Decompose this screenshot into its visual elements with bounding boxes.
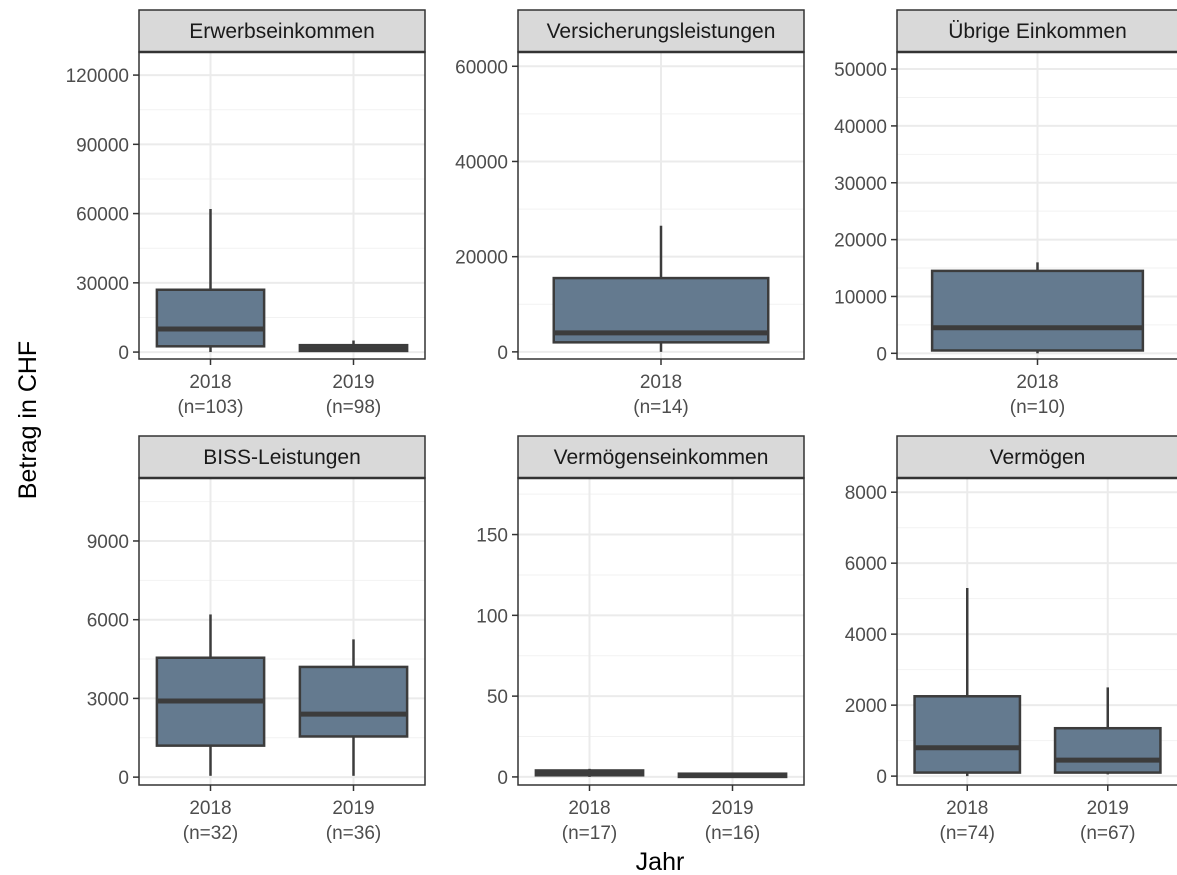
box-body: [930, 269, 1145, 352]
x-count-label: (n=14): [633, 397, 688, 418]
x-count-label: (n=10): [1010, 397, 1065, 418]
panels: Erwerbseinkommen030000600009000012000020…: [66, 9, 1177, 844]
y-tick-label: 0: [118, 343, 129, 364]
box-body: [155, 288, 266, 348]
y-tick-label: 50: [487, 687, 508, 708]
y-tick-label: 6000: [87, 611, 129, 632]
box-2018: [155, 208, 266, 353]
strip-background: [896, 9, 1177, 53]
box-2018: [552, 225, 770, 352]
x-axis-title: Jahr: [636, 848, 685, 875]
strip-background: [517, 9, 805, 53]
y-tick-label: 4000: [845, 625, 887, 646]
y-tick-label: 60000: [455, 57, 508, 78]
box-2018: [155, 614, 266, 776]
y-tick-label: 40000: [455, 152, 508, 173]
y-tick-label: 8000: [845, 483, 887, 504]
y-tick-label: 100: [476, 606, 508, 627]
y-tick-label: 50000: [834, 60, 887, 81]
y-tick-label: 150: [476, 526, 508, 547]
y-tick-label: 30000: [76, 274, 129, 295]
panel-title: Übrige Einkommen: [948, 20, 1127, 43]
x-count-label: (n=17): [562, 823, 617, 844]
y-tick-label: 10000: [834, 287, 887, 308]
y-tick-label: 6000: [845, 554, 887, 575]
x-count-label: (n=16): [705, 823, 760, 844]
facet-panel-2: Versicherungsleistungen 0 20000 40000 60000 2…: [455, 9, 805, 418]
x-tick-label: 2018: [1016, 372, 1058, 393]
x-tick-label: 2018: [946, 798, 988, 819]
x-count-label: (n=103): [177, 397, 243, 418]
box-body: [298, 665, 409, 738]
strip-background: [517, 435, 805, 479]
x-tick-label: 2018: [568, 798, 610, 819]
panel-title: Vermögenseinkommen: [554, 446, 769, 469]
y-tick-label: 2000: [845, 696, 887, 717]
x-count-label: (n=36): [326, 823, 381, 844]
panel-title: Erwerbseinkommen: [189, 20, 375, 43]
facet-panel-1: Erwerbseinkommen 0 30000 60000 90000 120000 20…: [66, 9, 426, 418]
y-tick-label: 9000: [87, 532, 129, 553]
box-body: [913, 695, 1022, 774]
y-tick-label: 0: [876, 767, 887, 788]
box-2019: [1053, 687, 1162, 775]
x-tick-label: 2019: [711, 798, 753, 819]
y-tick-label: 20000: [455, 248, 508, 269]
strip-background: [138, 9, 426, 53]
y-tick-label: 0: [876, 344, 887, 365]
box-2019: [298, 639, 409, 776]
facet-panel-3: Übrige Einkommen 0 10000 20000 30000 40000 500…: [834, 9, 1177, 418]
x-count-label: (n=32): [183, 823, 238, 844]
x-tick-label: 2019: [332, 372, 374, 393]
x-tick-label: 2018: [640, 372, 682, 393]
y-tick-label: 0: [118, 768, 129, 789]
y-tick-label: 0: [497, 343, 508, 364]
y-tick-label: 40000: [834, 117, 887, 138]
panel-title: BISS-Leistungen: [203, 446, 361, 469]
plot-background: [518, 478, 804, 785]
x-tick-label: 2019: [332, 798, 374, 819]
box-2018: [534, 768, 645, 777]
y-axis-title: Betrag in CHF: [14, 341, 42, 499]
x-tick-label: 2018: [189, 372, 231, 393]
x-count-label: (n=98): [326, 397, 381, 418]
box-body: [1053, 726, 1162, 774]
y-tick-label: 30000: [834, 174, 887, 195]
box-2019: [298, 340, 409, 353]
facet-panel-5: Vermögenseinkommen 0 50 100 150 2018 (n=17) 201…: [476, 435, 805, 844]
panel-title: Versicherungsleistungen: [547, 20, 776, 43]
x-tick-label: 2019: [1087, 798, 1129, 819]
facet-panel-6: Vermögen 0 2000 4000 6000 8000 2018 (n=74) 2019 (…: [845, 435, 1177, 844]
panel-title: Vermögen: [990, 446, 1086, 469]
y-tick-label: 3000: [87, 689, 129, 710]
y-tick-label: 120000: [66, 66, 129, 87]
facet-panel-4: BISS-Leistungen 0 3000 6000 9000 2018 (n=32) 20…: [87, 435, 426, 844]
box-2019: [677, 772, 788, 779]
y-tick-label: 0: [497, 768, 508, 789]
x-tick-label: 2018: [189, 798, 231, 819]
x-count-label: (n=74): [940, 823, 995, 844]
y-tick-label: 20000: [834, 231, 887, 252]
y-tick-label: 60000: [76, 205, 129, 226]
x-count-label: (n=67): [1080, 823, 1135, 844]
box-2018: [913, 588, 1022, 777]
box-2018: [930, 262, 1145, 354]
y-tick-label: 90000: [76, 135, 129, 156]
